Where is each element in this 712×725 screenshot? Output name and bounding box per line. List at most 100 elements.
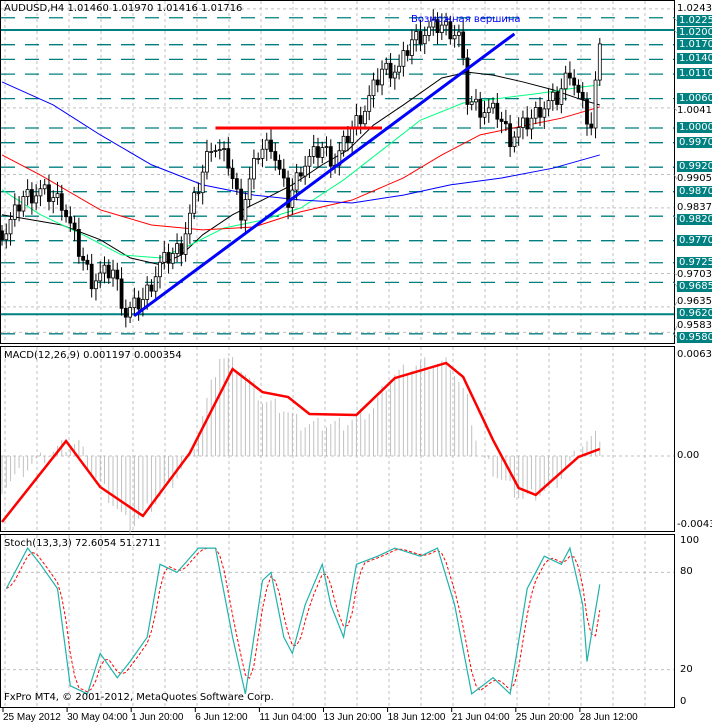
stoch-axis-label: 0 <box>680 696 687 707</box>
candle-body <box>205 151 209 173</box>
axis-label-leader <box>673 333 678 339</box>
candle-body <box>230 167 235 180</box>
candle-body <box>132 297 137 308</box>
candle-body <box>358 115 363 125</box>
copyright: FxPro MT4, © 2001-2012, MetaQuotes Softw… <box>4 692 274 703</box>
stoch-label: Stoch(13,3,3) 72.6054 51.2711 <box>4 538 161 549</box>
candle-body <box>196 192 201 195</box>
candle-body <box>367 95 372 112</box>
candle-body <box>508 123 513 148</box>
candle-body <box>111 269 115 279</box>
candle-body <box>550 91 555 101</box>
candle-body <box>269 139 273 152</box>
axis-label-leader <box>673 282 678 287</box>
candle-body <box>341 135 346 152</box>
candle-body <box>81 255 86 261</box>
candle-body <box>469 101 474 105</box>
stoch-axis-label: 100 <box>680 535 700 546</box>
level-price-tag: 1.01400 <box>677 53 712 65</box>
candle-body <box>597 43 602 81</box>
candle-body <box>72 222 77 230</box>
time-axis-label: 21 Jun 04:00 <box>451 712 510 723</box>
stoch-axis-label: 80 <box>680 566 693 578</box>
candle-body <box>47 184 51 202</box>
stoch-panel-frame <box>0 534 675 708</box>
time-axis-label: 13 Jun 20:00 <box>323 712 382 723</box>
level-price-tag: 1.02250 <box>677 14 712 26</box>
candle-body <box>559 88 564 105</box>
level-price-tag: 1.01100 <box>677 68 712 80</box>
axis-label-leader <box>673 216 678 221</box>
candle-body <box>427 26 431 36</box>
candle-body <box>328 146 333 167</box>
axis-label-leader <box>673 107 678 111</box>
candle-body <box>593 79 598 129</box>
candle-body <box>162 252 167 263</box>
candle-body <box>418 31 423 45</box>
candle-body <box>345 135 350 143</box>
candle-body <box>521 117 525 128</box>
candle-body <box>298 172 303 177</box>
candle-body <box>277 159 282 170</box>
candle-body <box>512 136 517 148</box>
candle-body <box>170 253 175 264</box>
candle-body <box>252 157 256 180</box>
candle-body <box>311 146 316 157</box>
candle-body <box>59 193 64 211</box>
candle-body <box>239 188 244 221</box>
candle-body <box>0 230 4 241</box>
moving-average-blue <box>1 81 600 204</box>
candle-body <box>320 147 325 158</box>
candle-body <box>12 204 17 220</box>
candle-body <box>38 188 43 197</box>
moving-average-black <box>1 71 600 266</box>
macd-label: MACD(12,26,9) 0.001197 0.000354 <box>4 350 182 361</box>
candle-body <box>102 264 107 274</box>
candle-body <box>94 280 98 290</box>
axis-label-leader <box>673 273 678 276</box>
candle-body <box>51 197 56 202</box>
stoch-axis-label: 20 <box>680 663 693 675</box>
candle-body <box>281 168 286 179</box>
candle-body <box>555 91 559 105</box>
candle-body <box>568 72 572 79</box>
candle-body <box>76 229 81 257</box>
candle-body <box>499 118 504 122</box>
candle-body <box>388 62 393 79</box>
candle-body <box>303 165 308 177</box>
candle-body <box>187 212 192 235</box>
candle-body <box>491 102 495 109</box>
candle-body <box>85 259 90 265</box>
candle-body <box>482 112 487 118</box>
time-axis-label: 30 May 04:00 <box>67 712 128 723</box>
candle-body <box>115 269 120 280</box>
candle-body <box>486 107 491 113</box>
candle-body <box>98 272 103 282</box>
candle-body <box>247 178 252 200</box>
symbol-header: AUDUSD,H4 1.01460 1.01970 1.01416 1.0171… <box>4 3 243 14</box>
axis-label-leader <box>673 325 678 333</box>
candle-body <box>542 108 547 118</box>
axis-label-leader <box>673 29 678 34</box>
candle-body <box>422 34 427 45</box>
candle-body <box>354 115 359 129</box>
candle-body <box>234 178 239 190</box>
candle-body <box>145 284 150 300</box>
time-axis-label: 6 Jun 12:00 <box>195 712 248 723</box>
time-axis-label: 28 Jun 12:00 <box>579 712 638 723</box>
candle-body <box>516 127 521 138</box>
candle-body <box>264 139 269 150</box>
candle-body <box>375 79 380 86</box>
candle-body <box>585 99 589 125</box>
candle-body <box>503 121 508 125</box>
candle-body <box>209 151 214 153</box>
time-axis-label: 25 Jun 20:00 <box>515 712 574 723</box>
